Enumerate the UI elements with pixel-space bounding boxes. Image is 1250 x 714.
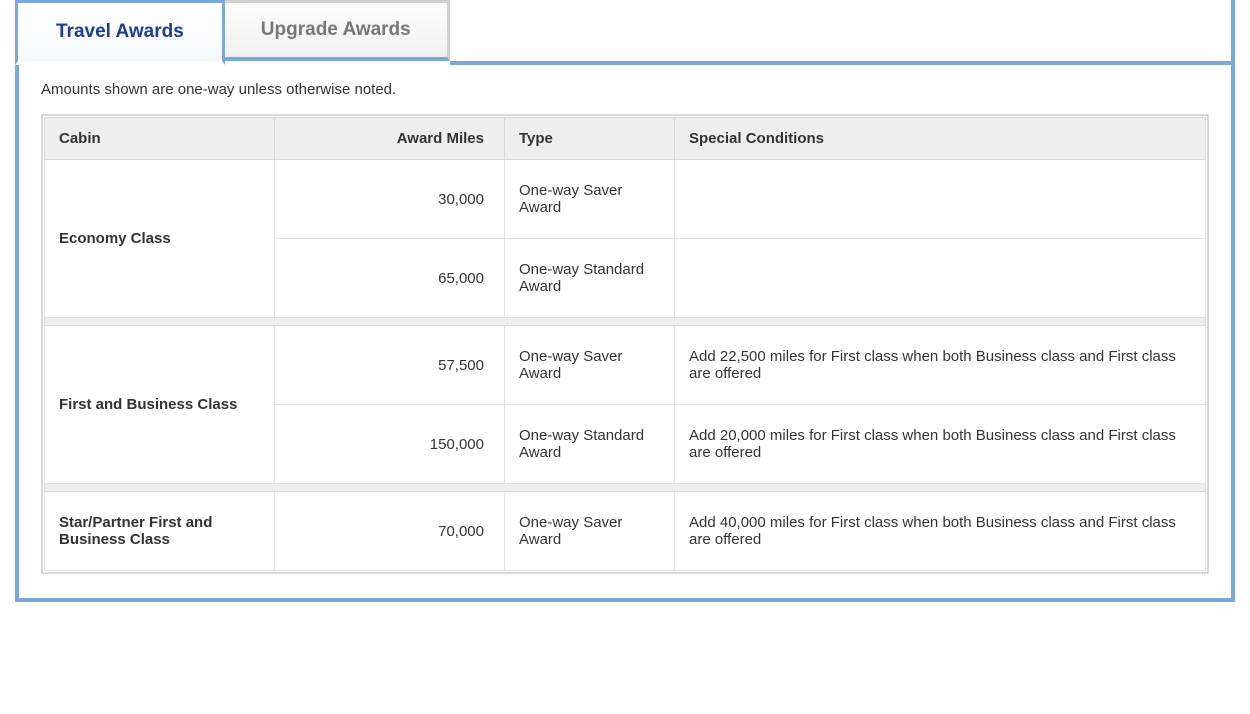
cell-conditions: Add 40,000 miles for First class when bo…	[675, 492, 1206, 571]
cell-miles: 65,000	[275, 239, 505, 318]
cell-miles: 57,500	[275, 326, 505, 405]
cell-type: One-way Saver Award	[505, 492, 675, 571]
cell-miles: 150,000	[275, 405, 505, 484]
note-text: Amounts shown are one-way unless otherwi…	[41, 81, 1209, 98]
col-type: Type	[505, 118, 675, 160]
section-gap	[45, 318, 1206, 326]
awards-panel: Travel Awards Upgrade Awards Amounts sho…	[15, 0, 1235, 602]
cell-conditions: Add 20,000 miles for First class when bo…	[675, 405, 1206, 484]
cell-type: One-way Saver Award	[505, 326, 675, 405]
table-header-row: Cabin Award Miles Type Special Condition…	[45, 118, 1206, 160]
cell-cabin: First and Business Class	[45, 326, 275, 484]
tab-upgrade-awards[interactable]: Upgrade Awards	[225, 0, 450, 61]
table-row: Economy Class 30,000 One-way Saver Award	[45, 160, 1206, 239]
cell-type: One-way Saver Award	[505, 160, 675, 239]
col-conditions: Special Conditions	[675, 118, 1206, 160]
cell-cabin: Economy Class	[45, 160, 275, 318]
awards-table: Cabin Award Miles Type Special Condition…	[44, 117, 1206, 571]
cell-conditions: Add 22,500 miles for First class when bo…	[675, 326, 1206, 405]
cell-miles: 30,000	[275, 160, 505, 239]
tab-panel-travel: Amounts shown are one-way unless otherwi…	[19, 61, 1231, 598]
table-row: First and Business Class 57,500 One-way …	[45, 326, 1206, 405]
cell-type: One-way Standard Award	[505, 239, 675, 318]
cell-conditions	[675, 239, 1206, 318]
awards-table-wrap: Cabin Award Miles Type Special Condition…	[41, 114, 1209, 574]
cell-conditions	[675, 160, 1206, 239]
section-gap	[45, 484, 1206, 492]
tab-filler	[450, 0, 1231, 65]
cell-cabin: Star/Partner First and Business Class	[45, 492, 275, 571]
table-row: Star/Partner First and Business Class 70…	[45, 492, 1206, 571]
cell-type: One-way Standard Award	[505, 405, 675, 484]
cell-miles: 70,000	[275, 492, 505, 571]
col-cabin: Cabin	[45, 118, 275, 160]
col-miles: Award Miles	[275, 118, 505, 160]
tab-travel-awards[interactable]: Travel Awards	[15, 0, 225, 65]
tab-bar: Travel Awards Upgrade Awards	[15, 0, 1231, 61]
